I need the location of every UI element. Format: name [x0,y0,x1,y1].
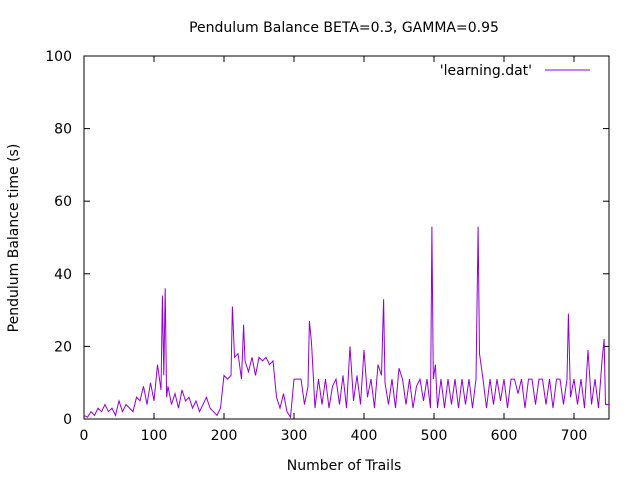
x-tick-label: 0 [80,428,89,444]
y-tick-label: 20 [54,339,72,355]
x-tick-label: 400 [351,428,378,444]
y-tick-label: 0 [63,412,72,428]
x-tick-label: 700 [561,428,588,444]
x-tick-label: 100 [141,428,168,444]
plot-frame [83,55,610,420]
tick-labels: 0 100 200 300 400 500 600 700 0 20 40 60 80 100 [45,49,587,444]
tick-marks [83,55,609,420]
legend-label: 'learning.dat' [440,63,532,79]
x-tick-label: 300 [281,428,308,444]
y-tick-label: 100 [45,49,72,65]
chart-title: Pendulum Balance BETA=0.3, GAMMA=0.95 [189,20,499,36]
y-tick-label: 40 [54,267,72,283]
x-tick-label: 500 [421,428,448,444]
x-axis-label: Number of Trails [287,458,402,474]
x-tick-label: 200 [211,428,238,444]
legend: 'learning.dat' [440,63,590,79]
x-tick-label: 600 [491,428,518,444]
series-group [83,226,609,419]
y-tick-label: 60 [54,194,72,210]
y-tick-label: 80 [54,122,72,138]
y-axis-label: Pendulum Balance time (s) [6,144,22,333]
series-line-0 [83,226,609,419]
